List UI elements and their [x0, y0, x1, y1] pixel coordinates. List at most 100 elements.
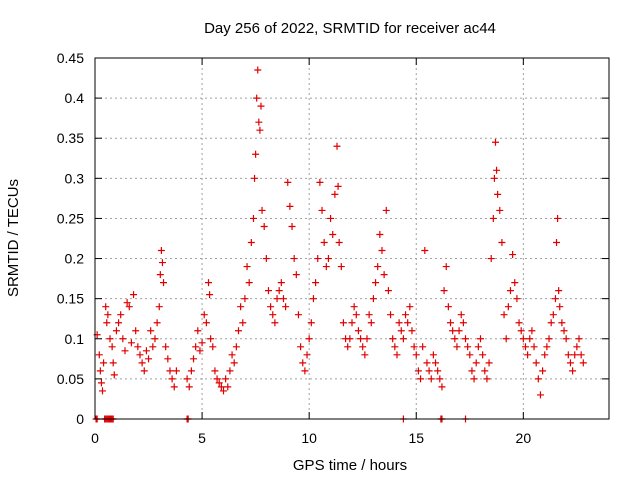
data-point [271, 319, 279, 327]
data-point [498, 239, 506, 247]
data-point [288, 222, 296, 230]
data-point [157, 247, 165, 255]
data-point [234, 327, 242, 335]
data-point [262, 255, 270, 263]
data-point [511, 279, 519, 287]
data-point [468, 367, 476, 375]
data-point [556, 303, 564, 311]
y-tick-label: 0.2 [65, 251, 85, 267]
data-point [312, 279, 320, 287]
data-point [249, 214, 257, 222]
data-point [462, 335, 470, 343]
data-point [372, 279, 380, 287]
data-point [158, 259, 166, 267]
x-tick-label: 0 [91, 430, 99, 446]
data-point [217, 383, 225, 391]
data-point [228, 351, 236, 359]
data-point [489, 214, 497, 222]
data-point [367, 319, 375, 327]
data-point [519, 335, 527, 343]
data-point [393, 351, 401, 359]
data-point [361, 351, 369, 359]
data-point [103, 319, 111, 327]
data-point [232, 343, 240, 351]
data-point [521, 343, 529, 351]
data-point [138, 359, 146, 367]
data-point [327, 214, 335, 222]
data-point [160, 279, 168, 287]
data-point [277, 279, 285, 287]
data-point [239, 319, 247, 327]
x-tick-label: 20 [516, 430, 532, 446]
data-point [257, 102, 265, 110]
data-point [493, 166, 501, 174]
data-point [436, 375, 444, 383]
data-point [251, 174, 259, 182]
data-point [543, 343, 551, 351]
data-point [145, 355, 153, 363]
data-point [192, 343, 200, 351]
data-point [444, 303, 452, 311]
data-point [455, 327, 463, 335]
data-point [305, 335, 313, 343]
data-point [530, 343, 538, 351]
data-point [429, 351, 437, 359]
data-point [297, 343, 305, 351]
data-point [419, 343, 427, 351]
data-point [106, 335, 114, 343]
data-point [307, 319, 315, 327]
data-point [255, 118, 263, 126]
data-point [230, 359, 238, 367]
data-point [354, 327, 362, 335]
y-tick-label: 0 [76, 411, 84, 427]
data-point [417, 375, 425, 383]
data-point [490, 174, 498, 182]
data-point [369, 295, 377, 303]
data-point [337, 263, 345, 271]
data-point [275, 287, 283, 295]
data-point [96, 367, 104, 375]
data-point [134, 343, 142, 351]
data-point [155, 303, 163, 311]
data-point [110, 371, 118, 379]
data-point [496, 206, 504, 214]
data-point [202, 319, 210, 327]
data-point [254, 66, 262, 74]
data-point [406, 303, 414, 311]
data-point [258, 206, 266, 214]
data-point [215, 379, 223, 387]
y-tick-label: 0.3 [65, 170, 85, 186]
data-point [224, 383, 232, 391]
data-point [410, 343, 418, 351]
data-point [194, 327, 202, 335]
data-point [140, 367, 148, 375]
data-point [562, 335, 570, 343]
data-point [299, 359, 307, 367]
data-point [357, 335, 365, 343]
data-point [252, 150, 260, 158]
y-tick-label: 0.35 [57, 130, 84, 146]
data-point [545, 335, 553, 343]
data-point [524, 351, 532, 359]
data-point [324, 255, 332, 263]
data-point [483, 375, 491, 383]
data-point [334, 182, 342, 190]
data-point [421, 247, 429, 255]
data-point [314, 255, 322, 263]
data-point [100, 359, 108, 367]
data-point [536, 391, 544, 399]
data-point [402, 311, 410, 319]
data-point [387, 311, 395, 319]
data-point [97, 379, 105, 387]
data-point [172, 367, 180, 375]
data-point [213, 375, 221, 383]
data-point [573, 343, 581, 351]
data-point [132, 327, 140, 335]
data-point [547, 319, 555, 327]
data-point [365, 311, 373, 319]
data-point [447, 319, 455, 327]
data-point [284, 178, 292, 186]
data-point [123, 299, 131, 307]
data-point [438, 383, 446, 391]
